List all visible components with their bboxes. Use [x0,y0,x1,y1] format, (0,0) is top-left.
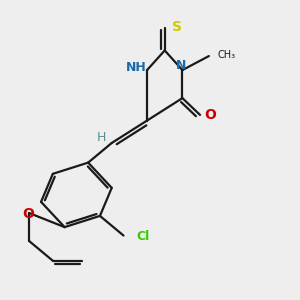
Text: NH: NH [125,61,146,74]
Text: O: O [22,208,34,221]
Text: CH₃: CH₃ [218,50,236,60]
Text: N: N [176,58,186,71]
Text: H: H [97,131,106,144]
Text: Cl: Cl [137,230,150,243]
Text: O: O [204,108,216,122]
Text: S: S [172,20,182,34]
